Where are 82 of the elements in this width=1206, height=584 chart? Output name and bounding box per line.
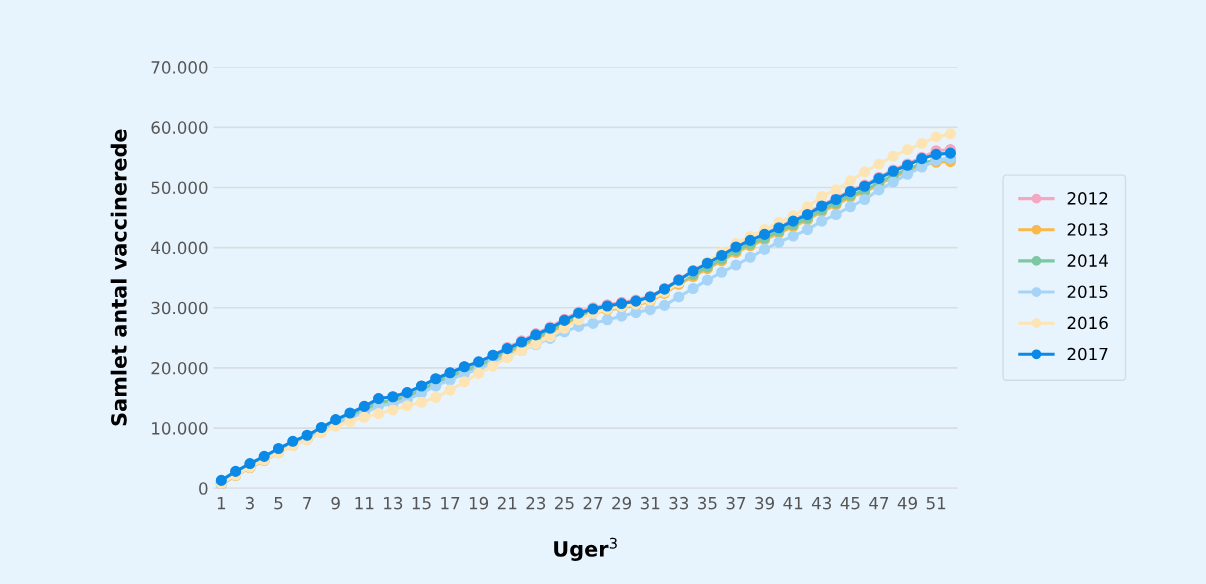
point — [944, 128, 956, 140]
x-tick-label: 7 — [303, 497, 311, 510]
y-tick-label: 20.000 — [151, 361, 208, 375]
y-tick-label: 70.000 — [151, 61, 208, 74]
y-tick-label: 30.000 — [151, 301, 208, 315]
point — [787, 230, 799, 242]
x-tick-label: 31 — [640, 496, 660, 510]
point — [415, 396, 428, 408]
x-tick-label: 13 — [384, 496, 403, 510]
x-tick-label: 51 — [926, 497, 946, 510]
x-tick-label: 43 — [811, 496, 832, 510]
point — [473, 367, 485, 379]
x-tick-label: 11 — [355, 497, 374, 510]
point — [816, 215, 828, 227]
x-tick-label: 17 — [441, 497, 460, 510]
x-tick-label: 3 — [245, 496, 254, 510]
x-tick-label: 35 — [698, 496, 717, 510]
x-tick-label: 1 — [217, 497, 226, 510]
y-tick-label: 40.000 — [151, 241, 208, 255]
x-tick-label: 37 — [726, 496, 746, 510]
point — [930, 131, 942, 143]
point — [887, 150, 899, 162]
point — [673, 291, 685, 303]
point — [873, 184, 885, 196]
y-tick-label: 0 — [199, 482, 208, 495]
point — [801, 224, 814, 236]
point — [458, 376, 470, 388]
point — [658, 299, 671, 311]
legend-label: 2014 — [1067, 254, 1108, 267]
x-tick-label: 49 — [897, 496, 917, 510]
x-tick-label: 33 — [669, 496, 689, 510]
point — [759, 243, 771, 255]
point — [859, 193, 871, 206]
point — [844, 201, 856, 213]
point — [873, 158, 885, 170]
legend-label: 2016 — [1067, 316, 1108, 330]
point — [444, 384, 456, 396]
point — [430, 391, 442, 403]
x-tick-label: 27 — [583, 496, 603, 510]
point — [587, 317, 599, 329]
legend-label: 2017 — [1067, 347, 1108, 361]
point — [773, 236, 785, 248]
legend-label: 2012 — [1067, 192, 1108, 205]
x-axis-title: Uger$^{3}$ — [554, 537, 617, 561]
point — [744, 251, 756, 263]
point — [401, 400, 413, 412]
x-tick-label: 39 — [755, 496, 774, 510]
y-axis-title: Samlet antal vaccinerede — [110, 129, 127, 426]
point — [887, 176, 899, 188]
x-tick-label: 23 — [526, 496, 546, 510]
x-tick-label: 29 — [612, 496, 632, 510]
x-tick-label: 21 — [497, 496, 517, 510]
y-tick-label: 10.000 — [152, 422, 208, 435]
point — [387, 404, 399, 416]
point — [730, 259, 742, 271]
point — [487, 360, 499, 372]
point — [901, 144, 914, 156]
point — [830, 208, 842, 221]
point — [830, 184, 842, 196]
point — [916, 137, 928, 150]
point — [373, 408, 385, 420]
point — [816, 190, 828, 203]
x-tick-label: 5 — [274, 497, 283, 510]
x-tick-label: 45 — [840, 497, 860, 510]
point — [601, 314, 613, 326]
x-tick-label: 15 — [412, 497, 431, 510]
legend-label: 2013 — [1067, 223, 1108, 236]
point — [687, 282, 699, 295]
y-tick-label: 50.000 — [151, 181, 208, 195]
point — [701, 274, 713, 286]
point — [859, 166, 871, 178]
point — [716, 266, 728, 278]
x-tick-label: 19 — [469, 496, 489, 510]
x-tick-label: 41 — [783, 497, 803, 510]
point — [616, 310, 628, 322]
y-tick-label: 60.000 — [151, 121, 208, 134]
x-tick-label: 9 — [331, 496, 340, 510]
point — [644, 304, 656, 316]
point — [844, 175, 856, 187]
x-tick-label: 25 — [555, 496, 574, 510]
x-tick-label: 47 — [869, 497, 889, 510]
legend-label: 2015 — [1067, 285, 1108, 299]
